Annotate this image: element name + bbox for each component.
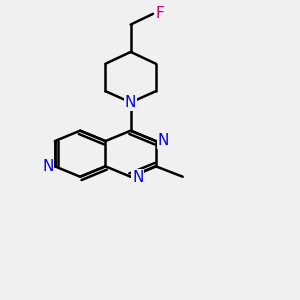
Text: N: N (125, 95, 136, 110)
Text: N: N (42, 159, 53, 174)
Text: F: F (155, 6, 164, 21)
Text: N: N (132, 170, 143, 185)
Text: N: N (158, 133, 169, 148)
